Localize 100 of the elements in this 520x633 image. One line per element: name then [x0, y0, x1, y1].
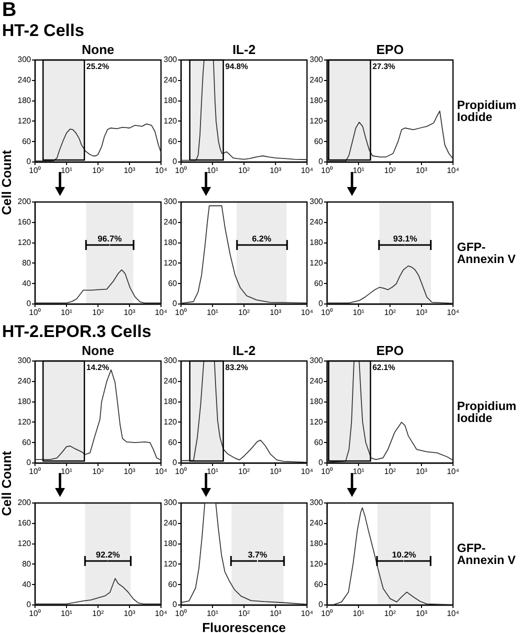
x-tick-label: 10¹ [352, 609, 365, 618]
y-tick-label: 120 [164, 258, 178, 268]
text: HT-2 Cells [2, 21, 84, 41]
x-tick-label: 10² [238, 467, 250, 476]
y-tick-label: 300 [18, 55, 32, 64]
y-tick-label: 240 [310, 518, 324, 528]
y-tick-label: 160 [18, 518, 32, 528]
x-tick-label: 10³ [416, 308, 428, 318]
y-tick-label: 180 [310, 397, 324, 406]
x-tick-label: 10¹ [60, 467, 73, 476]
y-tick-label: 180 [164, 96, 178, 106]
x-tick-label: 10⁰ [175, 166, 187, 176]
x-axis-title: Fluorescence [202, 620, 286, 633]
y-tick-label: 180 [18, 397, 32, 406]
x-tick-label: 10² [384, 467, 396, 476]
x-tick-label: 10² [92, 609, 104, 618]
y-tick-label: 40 [22, 278, 32, 288]
y-tick-label: 240 [18, 76, 32, 85]
x-tick-label: 10¹ [60, 308, 73, 318]
x-tick-label: 10³ [270, 166, 282, 176]
y-tick-label: 180 [310, 539, 324, 548]
x-tick-label: 10⁴ [154, 609, 168, 618]
x-tick-label: 10² [238, 609, 250, 618]
band-label: 14.2% [86, 363, 110, 372]
x-tick-label: 10¹ [60, 609, 73, 618]
y-tick-label: 180 [310, 238, 324, 248]
x-tick-label: 10⁴ [300, 467, 314, 476]
x-tick-label: 10³ [124, 609, 136, 618]
y-tick-label: 300 [310, 55, 324, 64]
y-tick-label: 60 [168, 438, 178, 447]
y-tick-label: 120 [164, 116, 178, 126]
y-tick-label: 60 [22, 136, 32, 146]
band-label: 25.2% [86, 62, 110, 72]
y-tick-label: 0 [26, 157, 32, 166]
y-tick-label: 300 [18, 356, 32, 366]
y-tick-label: 180 [310, 96, 324, 106]
x-tick-label: 10⁰ [321, 166, 333, 176]
y-tick-label: 200 [18, 498, 32, 508]
y-tick-label: 160 [18, 218, 32, 227]
x-tick-label: 10⁴ [154, 166, 168, 176]
y-tick-label: 80 [22, 258, 32, 268]
y-tick-label: 60 [168, 580, 178, 589]
text: B [2, 0, 16, 22]
y-tick-label: 60 [314, 580, 324, 589]
y-tick-label: 240 [310, 218, 324, 227]
x-tick-label: 10⁰ [321, 308, 333, 318]
band-label: 83.2% [225, 363, 248, 372]
band-label: 6.2% [252, 233, 272, 244]
x-tick-label: 10⁴ [300, 609, 314, 618]
band-label: 62.1% [372, 363, 396, 372]
band-label: 94.8% [225, 62, 248, 72]
y-tick-label: 300 [164, 356, 178, 366]
y-tick-label: 0 [26, 458, 32, 468]
x-tick-label: 10⁴ [300, 166, 314, 176]
y-tick-label: 60 [314, 278, 324, 288]
text: HT-2.EPOR.3 Cells [2, 322, 152, 342]
x-tick-label: 10¹ [206, 166, 219, 176]
y-tick-label: 0 [318, 157, 324, 166]
y-tick-label: 60 [314, 136, 324, 146]
y-tick-label: 300 [310, 356, 324, 366]
x-tick-label: 10² [92, 166, 104, 176]
chart-title: IL-2 [232, 42, 256, 57]
text: GFP- Annexin V [457, 240, 517, 266]
y-tick-label: 0 [172, 157, 178, 166]
x-tick-label: 10³ [124, 308, 136, 318]
y-tick-label: 60 [168, 278, 178, 288]
y-tick-label: 240 [310, 376, 324, 386]
x-tick-label: 10⁴ [154, 308, 168, 318]
x-tick-label: 10⁴ [446, 467, 460, 476]
x-tick-label: 10⁴ [446, 609, 460, 618]
y-tick-label: 80 [22, 559, 32, 568]
x-tick-label: 10³ [270, 308, 282, 318]
y-tick-label: 300 [310, 498, 324, 508]
x-tick-label: 10² [384, 609, 396, 618]
x-tick-label: 10⁴ [154, 467, 168, 476]
x-tick-label: 10⁰ [321, 609, 333, 618]
x-tick-label: 10¹ [60, 166, 73, 176]
y-axis-title: Cell Count [0, 150, 14, 214]
band-label: 96.7% [98, 233, 122, 244]
chart-title: IL-2 [232, 343, 256, 358]
y-tick-label: 240 [164, 518, 178, 528]
y-tick-label: 180 [18, 96, 32, 106]
x-tick-label: 10³ [416, 609, 428, 618]
y-tick-label: 180 [164, 238, 178, 248]
y-tick-label: 0 [318, 299, 324, 308]
y-tick-label: 180 [164, 539, 178, 548]
x-tick-label: 10³ [416, 166, 428, 176]
y-tick-label: 60 [22, 438, 32, 447]
y-tick-label: 120 [18, 238, 32, 248]
x-tick-label: 10⁰ [29, 467, 41, 476]
band-label: 27.3% [372, 62, 396, 72]
y-tick-label: 300 [164, 498, 178, 508]
chart-title: EPO [376, 42, 404, 57]
y-tick-label: 60 [168, 136, 178, 146]
y-tick-label: 0 [318, 600, 324, 610]
x-tick-label: 10⁴ [446, 308, 460, 318]
text: Propidium Iodide [457, 398, 518, 425]
x-tick-label: 10⁴ [300, 308, 314, 318]
y-tick-label: 120 [18, 539, 32, 548]
x-tick-label: 10⁰ [175, 467, 187, 476]
